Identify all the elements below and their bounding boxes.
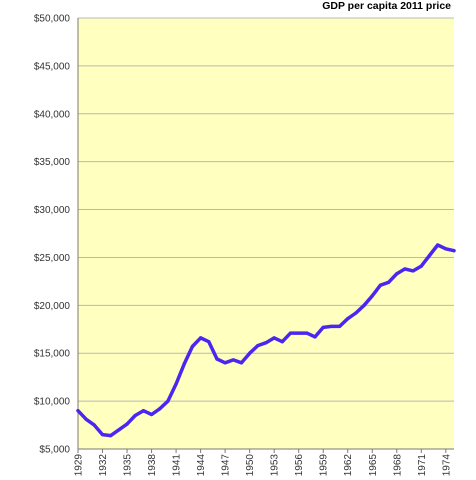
data-point [117, 428, 121, 432]
x-tick-label: 1962 [343, 454, 354, 477]
x-tick-label: 1953 [270, 454, 281, 477]
gridlines [78, 17, 454, 402]
axes [77, 18, 454, 453]
data-point [223, 361, 227, 365]
y-tick-label: $25,000 [34, 253, 71, 264]
data-point [321, 325, 325, 329]
data-point [313, 335, 317, 339]
x-tick-label: 1938 [147, 454, 158, 477]
data-point [419, 264, 423, 268]
x-tick-label: 1941 [172, 454, 183, 477]
data-point [109, 433, 113, 438]
y-tick-label: $35,000 [34, 157, 71, 168]
data-point [378, 283, 383, 287]
x-tick-label: 1944 [196, 454, 207, 477]
data-point [166, 399, 170, 403]
data-point [125, 422, 129, 426]
data-point [346, 317, 350, 321]
x-tick-label: 1947 [221, 454, 232, 477]
data-point [248, 351, 252, 355]
data-point [239, 361, 244, 365]
data-point [100, 433, 105, 437]
x-tick-label: 1974 [441, 454, 452, 477]
data-point [149, 412, 154, 417]
data-point [182, 362, 186, 366]
data-point [133, 413, 137, 418]
y-tick-label: $15,000 [34, 349, 71, 360]
data-point [329, 324, 333, 329]
y-tick-label: $40,000 [34, 109, 71, 120]
y-tick-label: $10,000 [34, 397, 71, 408]
data-point [436, 243, 440, 247]
data-point [199, 336, 203, 340]
x-tick-label: 1968 [392, 454, 403, 477]
y-tick-label: $5,000 [39, 445, 70, 456]
data-point [395, 272, 399, 276]
data-point [84, 417, 88, 421]
data-point [362, 303, 366, 307]
data-point [215, 357, 219, 361]
data-point [264, 341, 268, 345]
x-tick-label: 1932 [98, 454, 109, 477]
x-tick-label: 1929 [74, 454, 85, 477]
data-point [190, 344, 195, 349]
data-point [256, 343, 260, 348]
x-tick-label: 1935 [123, 454, 134, 477]
data-point [158, 407, 162, 411]
x-tick-label: 1959 [319, 454, 330, 477]
data-point [297, 331, 301, 335]
data-point [231, 358, 235, 362]
x-tick-label: 1956 [294, 454, 305, 477]
data-point [272, 336, 276, 340]
data-point [452, 249, 456, 253]
y-axis-tick-labels: $5,000 $10,000 $15,000 $20,000 $25,000 $30,00… [34, 14, 71, 456]
data-point [76, 409, 80, 413]
data-point [354, 311, 358, 315]
chart-title: GDP per capita 2011 price [322, 0, 451, 12]
y-tick-label: $20,000 [34, 301, 71, 312]
data-point [288, 331, 293, 335]
data-point [411, 269, 415, 273]
data-point [92, 423, 96, 427]
data-point [305, 331, 309, 335]
data-point [174, 382, 178, 386]
x-tick-label: 1965 [368, 454, 379, 477]
data-point [141, 409, 145, 413]
plot-area [78, 18, 454, 449]
data-point [337, 324, 342, 329]
data-point [207, 340, 211, 344]
series-layer [76, 243, 456, 438]
data-point [444, 247, 448, 251]
x-tick-label: 1950 [245, 454, 256, 477]
x-tick-label: 1971 [417, 454, 428, 477]
y-tick-label: $30,000 [34, 205, 71, 216]
data-point [427, 253, 432, 258]
x-axis-tick-labels: 1929 1932 1935 1938 1941 1944 1947 1950 1953 1956… [74, 454, 453, 477]
data-point [387, 280, 391, 284]
data-point [280, 340, 284, 344]
y-tick-label: $45,000 [34, 61, 71, 72]
y-tick-label: $50,000 [34, 14, 71, 25]
data-point [403, 267, 407, 271]
data-point [370, 294, 374, 298]
